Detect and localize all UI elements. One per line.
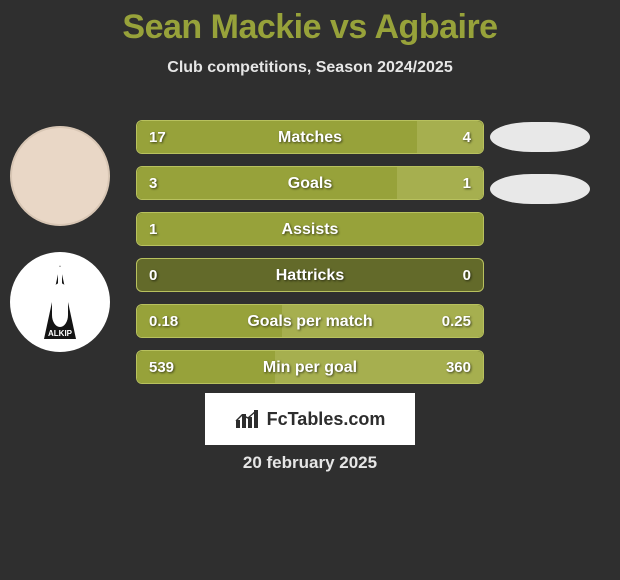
source-brand: FcTables.com — [267, 409, 386, 430]
stat-value-right: 0 — [463, 259, 471, 292]
player1-team-pill — [490, 122, 590, 152]
stat-row: 1Assists — [136, 212, 484, 246]
stat-bar-left — [137, 121, 417, 154]
stat-value-left: 0 — [149, 259, 157, 292]
page-title: Sean Mackie vs Agbaire — [0, 0, 620, 47]
player1-avatar — [10, 126, 110, 226]
stat-row: 31Goals — [136, 166, 484, 200]
stat-bar-left — [137, 167, 397, 200]
stat-bar-left — [137, 305, 282, 338]
source-badge: FcTables.com — [205, 393, 415, 445]
player2-avatar-placeholder: ALKIP — [10, 252, 110, 352]
bar-chart-icon — [235, 408, 261, 430]
stat-row: 539360Min per goal — [136, 350, 484, 384]
stat-bar-right — [282, 305, 483, 338]
stat-bar-right — [397, 167, 484, 200]
stat-label: Hattricks — [137, 259, 483, 292]
stat-row: 0.180.25Goals per match — [136, 304, 484, 338]
comparison-infographic: Sean Mackie vs Agbaire Club competitions… — [0, 0, 620, 580]
stat-bar-right — [417, 121, 483, 154]
title-vs: vs — [330, 8, 367, 46]
date-label: 20 february 2025 — [0, 453, 620, 473]
stat-row: 0 0Hattricks — [136, 258, 484, 292]
player2-name: Agbaire — [375, 8, 498, 46]
club-crest-icon: ALKIP — [36, 263, 84, 341]
player2-team-pill — [490, 174, 590, 204]
stat-bar-right — [275, 351, 483, 384]
player1-name: Sean Mackie — [122, 8, 321, 46]
player2-avatar: ALKIP — [10, 252, 110, 352]
stat-bar-left — [137, 213, 483, 246]
player1-avatar-placeholder — [10, 126, 110, 226]
svg-text:ALKIP: ALKIP — [48, 329, 73, 338]
stat-bar-left — [137, 351, 275, 384]
subtitle: Club competitions, Season 2024/2025 — [0, 59, 620, 77]
stats-container: 174Matches 31Goals 1Assists 0 0Hattricks 0.18… — [136, 120, 484, 396]
stat-row: 174Matches — [136, 120, 484, 154]
